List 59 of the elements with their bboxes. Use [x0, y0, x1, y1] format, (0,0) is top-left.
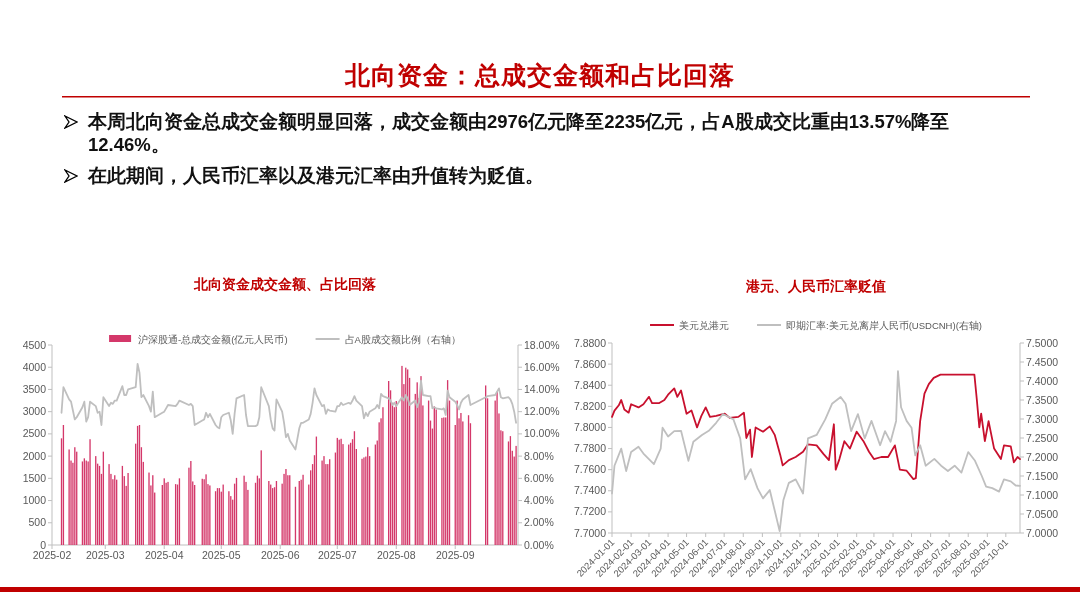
- y2-tick-label: 7.4500: [1026, 355, 1059, 368]
- y-tick-label: 7.8400: [573, 378, 607, 391]
- y-tick-label: 7.7600: [573, 463, 607, 476]
- y-tick-label: 7.7200: [573, 505, 607, 518]
- y2-tick-label: 7.3500: [1026, 393, 1059, 406]
- x-tick-label: 2025-03: [85, 549, 125, 561]
- y2-tick-label: 7.1000: [1026, 488, 1059, 501]
- y-tick-label: 7.7000: [573, 526, 607, 539]
- y-tick-label: 7.8000: [573, 420, 607, 433]
- y2-tick-label: 7.2000: [1026, 450, 1059, 463]
- x-tick-label: 2025-08: [377, 549, 416, 561]
- y2-tick-label: 7.0000: [1026, 526, 1059, 539]
- chart-title: 北向资金成交金额、占比回落: [193, 276, 377, 292]
- chart-title: 港元、人民币汇率贬值: [745, 278, 886, 294]
- y2-tick-label: 18.00%: [524, 338, 560, 351]
- y2-tick-label: 7.4000: [1026, 374, 1059, 387]
- x-tick-label: 2025-02: [32, 549, 72, 561]
- y-tick-label: 7.7800: [573, 442, 607, 455]
- text: 本周北向资金总成交金额明显回落，成交金额由2976亿元降至2235亿元，占A股成交比重由13.57%降至12.46%。: [88, 110, 951, 156]
- y2-tick-label: 7.0500: [1026, 507, 1059, 520]
- legend-label: 美元兑港元: [679, 319, 730, 331]
- x-tick-label: 2025-04: [144, 549, 184, 561]
- y-tick-label: 3000: [22, 405, 47, 418]
- y2-tick-label: 6.00%: [524, 471, 554, 484]
- y-tick-label: 4500: [22, 338, 47, 351]
- y-tick-label: 3500: [22, 382, 47, 395]
- y2-tick-label: 8.00%: [524, 449, 554, 462]
- y-tick-label: 7.8600: [573, 357, 607, 370]
- y-tick-label: 7.7400: [573, 484, 607, 497]
- y2-tick-label: 14.00%: [524, 382, 560, 395]
- y2-tick-label: 12.00%: [524, 405, 560, 418]
- line-series: [611, 373, 1021, 481]
- x-tick-label: 2025-06: [260, 549, 300, 561]
- y2-tick-label: 10.00%: [524, 427, 560, 440]
- y-tick-label: 7.8800: [573, 336, 607, 349]
- x-tick-label: 2025-05: [202, 549, 241, 561]
- x-tick-label: 2025-09: [435, 549, 475, 561]
- y-tick-label: 1500: [22, 471, 47, 484]
- y-tick-label: 2500: [22, 427, 47, 440]
- y2-tick-label: 2.00%: [524, 516, 554, 529]
- y2-tick-label: 4.00%: [524, 494, 554, 507]
- text: 北向资金：总成交金额和占比回落: [343, 60, 736, 91]
- y2-tick-label: 7.3000: [1026, 412, 1059, 425]
- y-tick-label: 2000: [22, 449, 47, 462]
- y2-tick-label: 16.00%: [524, 360, 560, 373]
- x-tick-label: 2025-07: [318, 549, 357, 561]
- legend-label: 沪深股通-总成交金额(亿元人民币): [138, 333, 288, 345]
- y2-tick-label: 7.5000: [1026, 336, 1059, 349]
- y2-tick-label: 7.2500: [1026, 431, 1059, 444]
- y2-tick-label: 0.00%: [524, 538, 554, 551]
- y2-tick-label: 7.1500: [1026, 469, 1059, 482]
- text: 在此期间，人民币汇率以及港元汇率由升值转为贬值。: [88, 164, 545, 187]
- legend-label: 占A股成交额比例（右轴）: [344, 333, 461, 345]
- y-tick-label: 1000: [22, 494, 47, 507]
- y-tick-label: 7.8200: [573, 399, 607, 412]
- y-tick-label: 4000: [22, 360, 47, 373]
- y-tick-label: 500: [28, 516, 47, 529]
- legend-label: 即期汇率:美元兑离岸人民币(USDCNH)(右轴): [786, 319, 982, 331]
- y-tick-label: 0: [40, 538, 47, 551]
